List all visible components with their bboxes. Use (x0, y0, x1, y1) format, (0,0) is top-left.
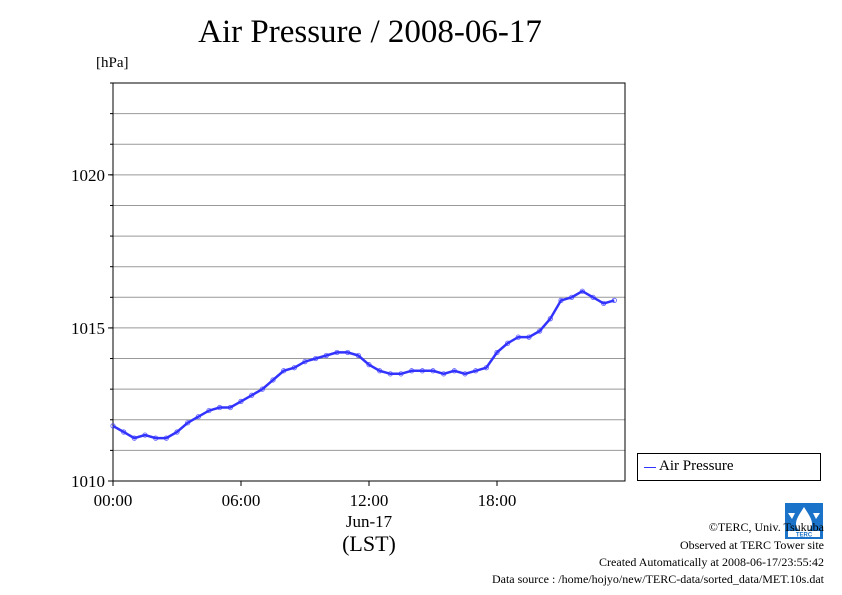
data-point (430, 368, 436, 374)
data-point (323, 352, 329, 359)
data-point (281, 368, 287, 374)
chart-title: Air Pressure / 2008-06-17 (198, 14, 542, 50)
data-point (558, 297, 564, 303)
data-point (387, 371, 393, 377)
y-tick-label: 1020 (71, 166, 105, 185)
footer-source: Data source : /home/hojyo/new/TERC-data/… (491, 572, 824, 586)
y-axis-unit-label: [hPa] (96, 55, 129, 71)
data-point (462, 371, 468, 377)
data-point (398, 371, 404, 377)
data-point (441, 371, 447, 377)
data-point (579, 288, 585, 294)
chart-legend: Air Pressure (637, 453, 821, 481)
terc-logo-icon: TERC (785, 503, 823, 539)
x-tick-label: 06:00 (222, 491, 261, 510)
data-point (206, 407, 212, 414)
data-point (249, 392, 255, 398)
data-point (526, 334, 532, 340)
data-point (291, 365, 297, 371)
data-point (494, 349, 500, 356)
data-point (163, 435, 169, 441)
data-point (569, 294, 575, 300)
data-point (409, 368, 415, 374)
data-point (419, 368, 425, 374)
data-point (611, 297, 617, 303)
data-point (185, 420, 191, 426)
data-point (238, 398, 244, 404)
y-tick-label: 1015 (71, 319, 105, 338)
data-point (217, 404, 223, 411)
series-line (112, 289, 615, 440)
data-point (334, 349, 340, 356)
data-point (270, 377, 276, 383)
data-point (366, 362, 372, 368)
data-point (473, 368, 479, 374)
data-point (601, 300, 607, 307)
data-point (153, 435, 159, 441)
data-point (515, 334, 521, 340)
data-point (313, 355, 319, 362)
data-point (227, 404, 233, 411)
data-point (483, 365, 489, 371)
svg-text:TERC: TERC (796, 533, 813, 539)
footer-copyright: ©TERC, Univ. Tsukuba (708, 520, 824, 534)
data-point (121, 429, 127, 435)
data-point (355, 352, 361, 359)
x-tick-label: 00:00 (94, 491, 133, 510)
data-point (259, 386, 265, 392)
data-point (302, 358, 308, 365)
data-point (451, 368, 457, 374)
data-point (174, 429, 180, 435)
data-point (131, 435, 137, 441)
data-point (537, 328, 543, 334)
data-point (142, 432, 148, 438)
data-point (505, 340, 511, 346)
legend-label: Air Pressure (659, 458, 734, 474)
data-point (377, 368, 383, 374)
data-point (590, 294, 596, 300)
y-tick-label: 1010 (71, 472, 105, 491)
x-date-label: Jun-17 (346, 512, 393, 531)
data-point (547, 316, 553, 322)
footer-created: Created Automatically at 2008-06-17/23:5… (599, 555, 824, 569)
footer-observed: Observed at TERC Tower site (679, 538, 824, 552)
x-tick-label: 18:00 (478, 491, 517, 510)
legend-swatch (644, 467, 656, 468)
x-axis-unit-label: (LST) (342, 531, 396, 556)
data-point (195, 414, 201, 420)
x-tick-label: 12:00 (350, 491, 389, 510)
data-point (110, 423, 116, 429)
data-point (345, 349, 351, 356)
